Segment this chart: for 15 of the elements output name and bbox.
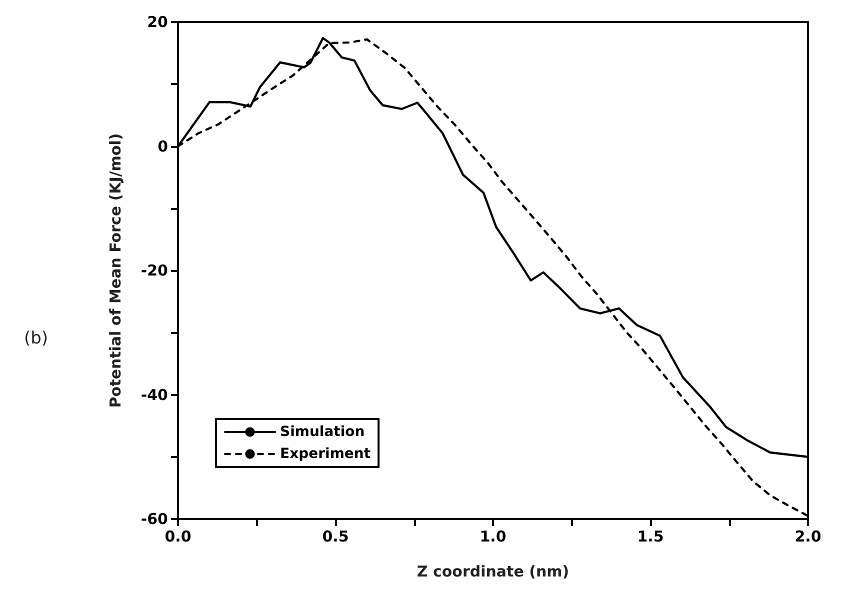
y-axis-title: Potential of Mean Force (KJ/mol) [106,133,124,408]
y-tick-label: 0 [158,137,168,156]
x-tick-label: 0.0 [164,528,192,546]
legend-label: Experiment [280,446,371,462]
x-tick-label: 1.5 [637,528,664,546]
x-tick-label: 0.5 [322,528,349,546]
legend-label: Simulation [280,424,365,440]
y-tick-label: -40 [140,386,168,404]
text: (b) [24,328,48,348]
x-axis-title: Z coordinate (nm) [416,562,570,580]
y-tick-label: 20 [147,13,168,31]
x-tick-label: 1.0 [480,528,506,546]
y-tick-label: -20 [140,262,168,280]
y-tick-label: -60 [140,510,168,528]
x-tick-label: 2.0 [794,528,822,546]
